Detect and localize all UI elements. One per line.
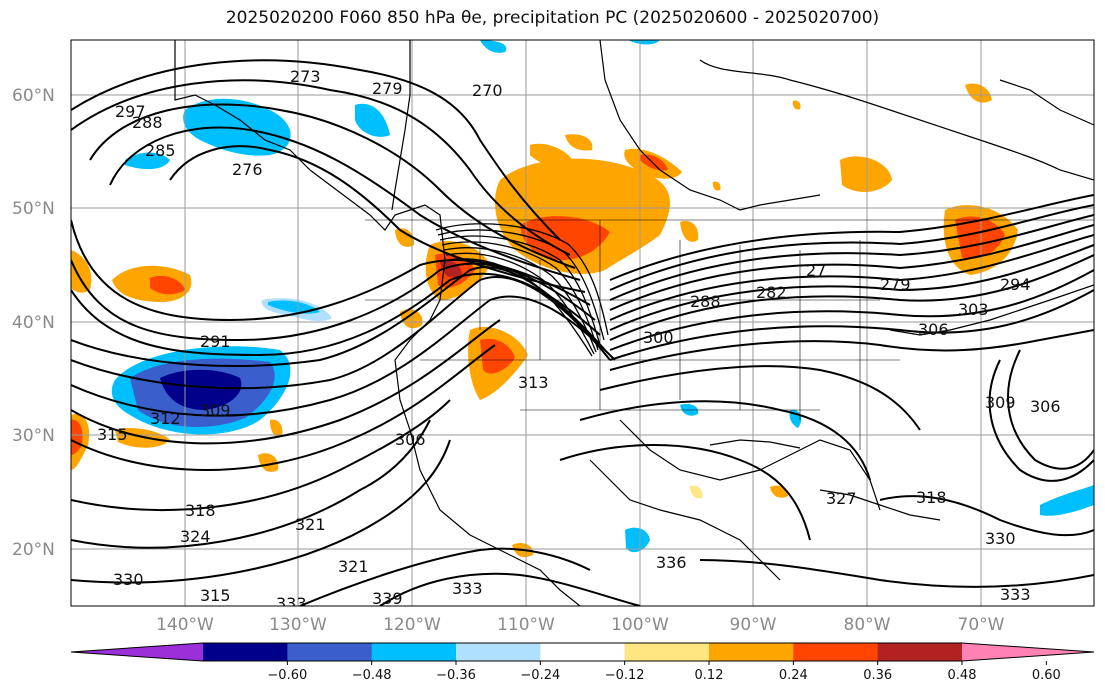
contour-label: 306 (1030, 397, 1061, 416)
contour-label: 333 (1000, 585, 1031, 604)
contour-labels: 273 279 270 297 288 285 276 291 312 309 … (97, 67, 1061, 613)
contour-label: 324 (180, 527, 211, 546)
colorbar-extend-min (71, 643, 203, 661)
colorbar-segment (709, 643, 794, 661)
colorbar-tick-label: 0.48 (948, 668, 977, 683)
contour-label: 291 (200, 332, 231, 351)
contour-label: 313 (518, 373, 549, 392)
contour-label: 288 (690, 292, 721, 311)
lat-label: 60°N (12, 86, 55, 106)
contour-label: 336 (656, 553, 687, 572)
colorbar-tick-label: −0.36 (436, 668, 476, 683)
longitude-labels: 140°W 130°W 120°W 110°W 100°W 90°W 80°W … (156, 615, 1005, 635)
lon-label: 110°W (497, 615, 555, 635)
colorbar-tick-label: −0.60 (267, 668, 307, 683)
contour-label: 309 (200, 401, 231, 420)
contour-label: 321 (295, 515, 326, 534)
frontal-bundle (435, 223, 609, 357)
map-title: 2025020200 F060 850 hPa θe, precipitatio… (225, 8, 880, 28)
lat-label: 40°N (12, 313, 55, 333)
lat-label: 30°N (12, 426, 55, 446)
contour-label: 282 (756, 283, 787, 302)
contour-label: 333 (452, 579, 483, 598)
contour-label: 330 (985, 529, 1016, 548)
lon-label: 70°W (958, 615, 1005, 635)
contour-label: 285 (145, 141, 176, 160)
colorbar-tick-label: −0.48 (352, 668, 392, 683)
contour-label: 312 (150, 409, 181, 428)
coastlines (174, 40, 1094, 606)
colorbar-segment (877, 643, 963, 661)
lon-label: 80°W (844, 615, 891, 635)
contour-label: 333 (276, 594, 307, 613)
contour-label: 309 (985, 393, 1016, 412)
lat-label: 50°N (12, 199, 55, 219)
contour-label: 270 (472, 81, 503, 100)
graticule (71, 40, 1094, 606)
contour-label: 318 (916, 488, 947, 507)
colorbar-segment (456, 643, 541, 661)
colorbar: −0.60 −0.48 −0.36 −0.24 −0.12 0.12 0.24 0.36 0.4… (70, 642, 1095, 683)
state-borders (365, 219, 1094, 450)
contour-label: 306 (918, 320, 949, 339)
colorbar-segment (371, 643, 457, 661)
lon-label: 120°W (383, 615, 441, 635)
contour-label: 306 (395, 430, 426, 449)
contour-label: 279 (372, 79, 403, 98)
contour-label: 318 (185, 501, 216, 520)
colorbar-segment (793, 643, 879, 661)
colorbar-tick-label: 0.12 (695, 668, 724, 683)
colorbar-outline (70, 642, 1095, 662)
latitude-labels: 60°N 50°N 40°N 30°N 20°N (12, 86, 55, 560)
contour-label: 297 (115, 102, 146, 121)
contour-label: 276 (232, 160, 263, 179)
contour-label: 300 (643, 328, 674, 347)
colorbar-segment (287, 643, 373, 661)
colorbar-tick-label: 0.24 (779, 668, 808, 683)
lon-label: 130°W (269, 615, 327, 635)
lon-label: 90°W (730, 615, 777, 635)
colorbar-segment (203, 643, 288, 661)
colorbar-tick-label: 0.60 (1032, 668, 1061, 683)
contour-label: 327 (826, 489, 857, 508)
contour-label: 339 (372, 589, 403, 608)
colorbar-extend-max (962, 643, 1094, 661)
contour-label: 279 (880, 275, 911, 294)
contour-label: 330 (113, 570, 144, 589)
lat-label: 20°N (12, 540, 55, 560)
lon-label: 100°W (611, 615, 669, 635)
colorbar-segment (624, 643, 710, 661)
colorbar-segment (540, 643, 626, 661)
contour-label: 315 (200, 586, 231, 605)
contour-label: 315 (97, 425, 128, 444)
colorbar-tick-label: 0.36 (863, 668, 892, 683)
contour-label: 294 (1000, 275, 1031, 294)
map-frame (70, 39, 1095, 607)
contour-label: 273 (290, 67, 321, 86)
colorbar-tick-label: −0.12 (605, 668, 645, 683)
lon-label: 140°W (156, 615, 214, 635)
theta-e-contours (71, 59, 1094, 606)
contour-label: 288 (132, 113, 163, 132)
colorbar-tick-label: −0.24 (520, 668, 560, 683)
contour-label: 303 (958, 300, 989, 319)
contour-label: 27 (806, 261, 826, 280)
contour-label: 321 (338, 557, 369, 576)
